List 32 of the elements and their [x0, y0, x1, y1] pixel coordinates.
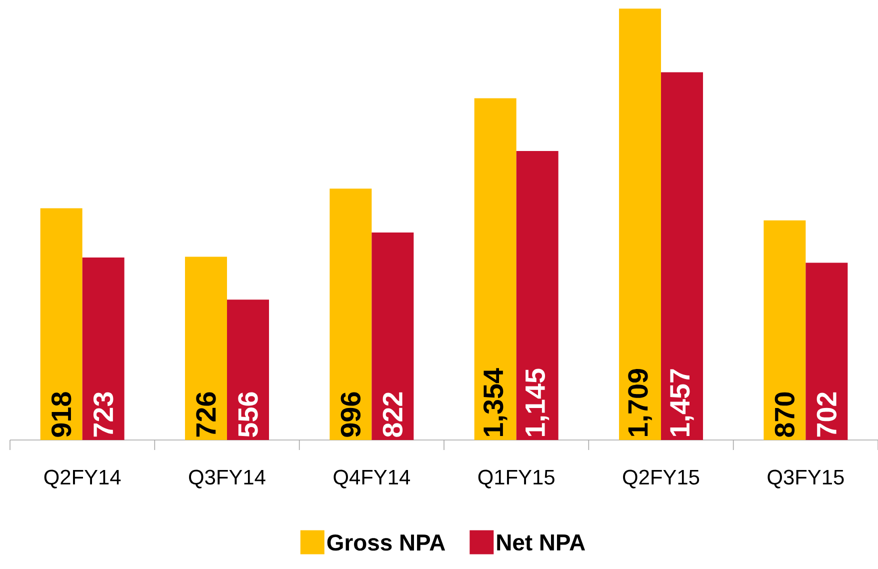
bar — [661, 72, 704, 440]
x-tick-label: Q2FY15 — [623, 470, 700, 488]
data-label: 870 — [774, 392, 795, 437]
bar — [227, 300, 270, 440]
bar — [330, 188, 372, 440]
data-label: 723 — [93, 392, 114, 437]
bar — [764, 220, 806, 440]
bar — [474, 98, 516, 440]
x-tick-label: Q2FY14 — [44, 470, 121, 488]
bar — [40, 208, 82, 440]
data-label: 1,457 — [670, 369, 694, 436]
legend-label: Net NPA — [497, 534, 586, 551]
x-tick-label: Q1FY15 — [478, 470, 554, 488]
bar — [516, 150, 558, 440]
data-label: 1,354 — [483, 368, 508, 436]
legend-label: Gross NPA — [327, 534, 446, 551]
bar — [806, 262, 848, 440]
bar — [372, 232, 414, 440]
data-label: 726 — [196, 392, 216, 437]
bar — [82, 258, 124, 440]
data-label: 1,145 — [526, 368, 550, 436]
data-label: 822 — [382, 392, 403, 437]
data-label: 996 — [340, 392, 361, 437]
data-label: 702 — [816, 392, 837, 437]
data-label: 1,709 — [628, 369, 652, 436]
bar — [619, 8, 662, 440]
x-tick-label: Q3FY15 — [768, 470, 844, 488]
x-tick-label: Q3FY14 — [189, 470, 266, 488]
bar — [185, 256, 228, 440]
x-tick-label: Q4FY14 — [334, 470, 410, 488]
data-label: 918 — [51, 392, 72, 437]
data-label: 556 — [238, 392, 258, 437]
